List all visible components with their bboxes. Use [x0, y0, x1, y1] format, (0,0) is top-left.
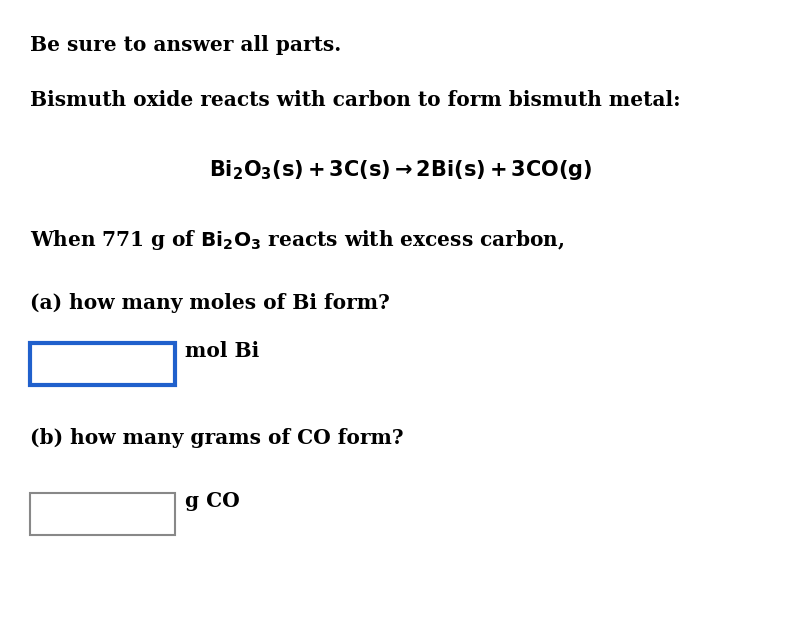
Text: (a) how many moles of Bi form?: (a) how many moles of Bi form?: [30, 293, 390, 313]
Text: mol Bi: mol Bi: [185, 341, 259, 361]
Text: Bismuth oxide reacts with carbon to form bismuth metal:: Bismuth oxide reacts with carbon to form…: [30, 90, 681, 110]
Text: Be sure to answer all parts.: Be sure to answer all parts.: [30, 35, 341, 55]
FancyBboxPatch shape: [30, 343, 175, 385]
Text: When 771 g of $\mathbf{Bi_2O_3}$ reacts with excess carbon,: When 771 g of $\mathbf{Bi_2O_3}$ reacts …: [30, 228, 565, 252]
Text: $\mathbf{Bi_2O_3(s) + 3C(s) \rightarrow 2Bi(s) + 3CO(g)}$: $\mathbf{Bi_2O_3(s) + 3C(s) \rightarrow …: [209, 158, 593, 182]
Text: g CO: g CO: [185, 491, 240, 511]
Text: (b) how many grams of CO form?: (b) how many grams of CO form?: [30, 428, 403, 448]
FancyBboxPatch shape: [30, 493, 175, 535]
